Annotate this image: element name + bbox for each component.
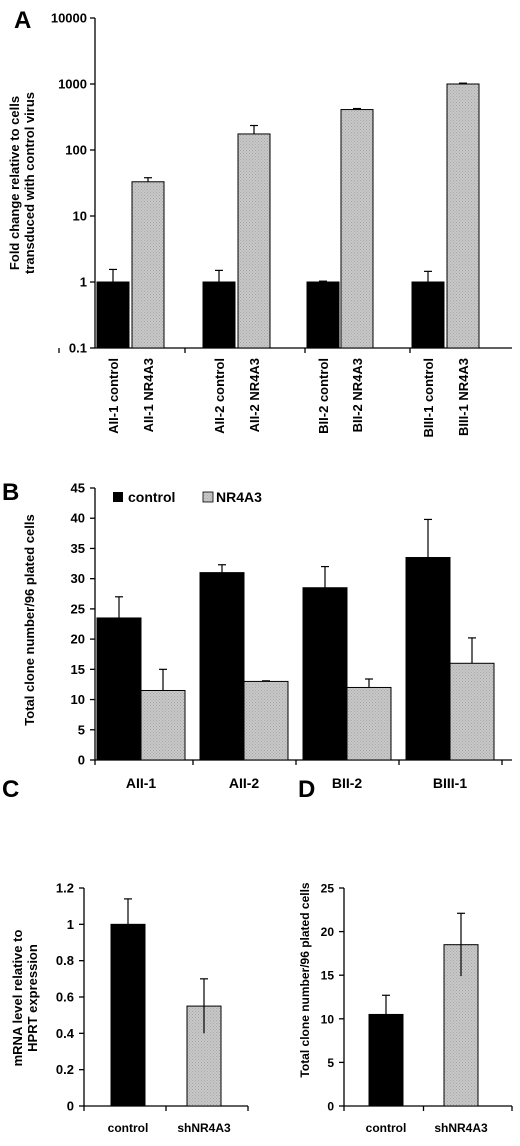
panel-a-ytick-label: 100 xyxy=(65,143,87,158)
panel-c-ytick-label: 0.6 xyxy=(56,990,74,1005)
panel-d-ytick-label: 25 xyxy=(321,882,335,896)
panel-a-xtick-label: BII-2 control xyxy=(316,358,331,434)
panel-b-bar-bii-2-nr4a3 xyxy=(346,686,392,761)
panel-b-ytick-label: 0 xyxy=(78,753,85,768)
panel-d-ytick-label: 20 xyxy=(321,925,335,939)
panel-b-chart: control NR4A3 0 5 10 15 20 25 30 35 40 45 AII-1 AII… xyxy=(71,481,512,791)
legend-label-nr4a3: NR4A3 xyxy=(216,489,262,505)
panel-a-xtick-label: AII-1 NR4A3 xyxy=(141,358,156,432)
panel-d-xtick-label: shNR4A3 xyxy=(434,1121,488,1135)
legend-swatch-control xyxy=(113,492,123,502)
panel-b-ytick-label: 25 xyxy=(71,601,85,616)
panel-a-ytick-label: 10000 xyxy=(51,11,87,26)
panel-a-bar-bii-2-control xyxy=(306,281,340,349)
panel-c-bar-control xyxy=(110,923,146,1107)
panel-d-ytick-label: 0 xyxy=(327,1100,334,1114)
panel-b-ytick-label: 30 xyxy=(71,571,85,586)
panel-a-bar-biii-1-control xyxy=(411,281,445,349)
panel-b-xtick-label: BIII-1 xyxy=(433,775,467,791)
panel-a-ylabel-line2: transduced with control virus xyxy=(22,92,37,274)
panel-d-ylabel: Total clone number/96 plated cells xyxy=(298,882,312,1077)
panel-a-bar-biii-1-nr4a3 xyxy=(446,83,480,349)
panel-b-bar-aii-1-control xyxy=(96,617,142,761)
panel-d-xtick-label: control xyxy=(366,1121,407,1135)
panel-a-ytick-label: 10 xyxy=(73,209,87,224)
panel-b-ytick-label: 5 xyxy=(78,722,85,737)
panel-a-bar-aii-2-nr4a3 xyxy=(237,133,271,349)
legend-label-control: control xyxy=(128,489,175,505)
panel-b-ytick-label: 35 xyxy=(71,541,85,556)
panel-a-label: A xyxy=(14,7,31,34)
panel-c-chart: 0 0.2 0.4 0.6 0.8 1 1.2 control shNR4A3 xyxy=(56,881,249,1135)
panel-b-ytick-label: 45 xyxy=(71,481,85,496)
panel-a-ytick-label: 0.1 xyxy=(69,341,87,356)
panel-b-bar-biii-1-control xyxy=(405,557,451,761)
panel-a-bar-aii-1-nr4a3 xyxy=(131,181,165,349)
panel-c-ylabel-line1: mRNA level relative to xyxy=(10,930,25,1067)
panel-a-xtick-label: BII-2 NR4A3 xyxy=(350,358,365,432)
panel-b-label: B xyxy=(2,479,19,506)
panel-c-ylabel-line2: HPRT expression xyxy=(25,944,40,1052)
panel-a-bar-aii-1-control xyxy=(96,281,130,349)
panel-b-xtick-label: BII-2 xyxy=(332,775,363,791)
panel-b-bar-aii-2-nr4a3 xyxy=(243,680,289,761)
panel-c-ytick-label: 1 xyxy=(67,917,74,932)
panel-c-xtick-label: shNR4A3 xyxy=(177,1121,231,1135)
panel-d-ytick-label: 5 xyxy=(327,1056,334,1070)
panel-a-ytick-label: 1 xyxy=(80,275,87,290)
panel-a-ytick-label: 1000 xyxy=(58,77,87,92)
panel-c-ytick-label: 0.2 xyxy=(56,1062,74,1077)
panel-b-ytick-label: 20 xyxy=(71,632,85,647)
panel-b-xtick-label: AII-1 xyxy=(126,775,157,791)
panel-c-ytick-label: 0.8 xyxy=(56,953,74,968)
panel-d-ytick-label: 10 xyxy=(321,1012,335,1026)
panel-a-ylabel-line1: Fold change relative to cells xyxy=(7,96,22,270)
panel-c-ytick-label: 0.4 xyxy=(56,1026,75,1041)
panel-b-bar-bii-2-control xyxy=(302,587,348,761)
panel-a-bar-aii-2-control xyxy=(202,281,236,349)
panel-c-xtick-label: control xyxy=(108,1121,149,1135)
panel-a-xtick-label: AII-2 NR4A3 xyxy=(247,358,262,432)
panel-c-ytick-label: 0 xyxy=(67,1099,74,1114)
panel-a-xtick-label: AII-1 control xyxy=(106,358,121,434)
panel-b-ylabel: Total clone number/96 plated cells xyxy=(22,514,37,725)
legend-swatch-nr4a3 xyxy=(202,491,214,503)
panel-c-label: C xyxy=(2,776,19,803)
panel-a-xtick-label: BIII-1 control xyxy=(421,358,436,437)
panel-b-bar-biii-1-nr4a3 xyxy=(449,662,495,761)
panel-b-bar-aii-2-control xyxy=(199,572,245,761)
panel-b-xtick-label: AII-2 xyxy=(229,775,260,791)
panel-a-xtick-label: AII-2 control xyxy=(212,358,227,434)
panel-a-bar-bii-2-nr4a3 xyxy=(340,109,374,349)
panel-b-bar-aii-1-nr4a3 xyxy=(140,689,186,761)
panel-c-ytick-label: 1.2 xyxy=(56,881,74,896)
panel-b-ytick-label: 10 xyxy=(71,692,85,707)
panel-b-ytick-label: 15 xyxy=(71,662,85,677)
panel-d-bar-shnr4a3 xyxy=(443,944,479,1107)
panel-b-ytick-label: 40 xyxy=(71,511,85,526)
panel-a-chart: 0.1 1 10 100 1000 10000 AII-1 control AII-1 NR4… xyxy=(51,11,512,437)
panel-a-xtick-label: BIII-1 NR4A3 xyxy=(456,358,471,436)
panel-d-label: D xyxy=(298,776,315,803)
panel-d-ytick-label: 15 xyxy=(321,969,335,983)
panel-d-chart: 0 5 10 15 20 25 control shNR4A3 xyxy=(321,882,513,1135)
